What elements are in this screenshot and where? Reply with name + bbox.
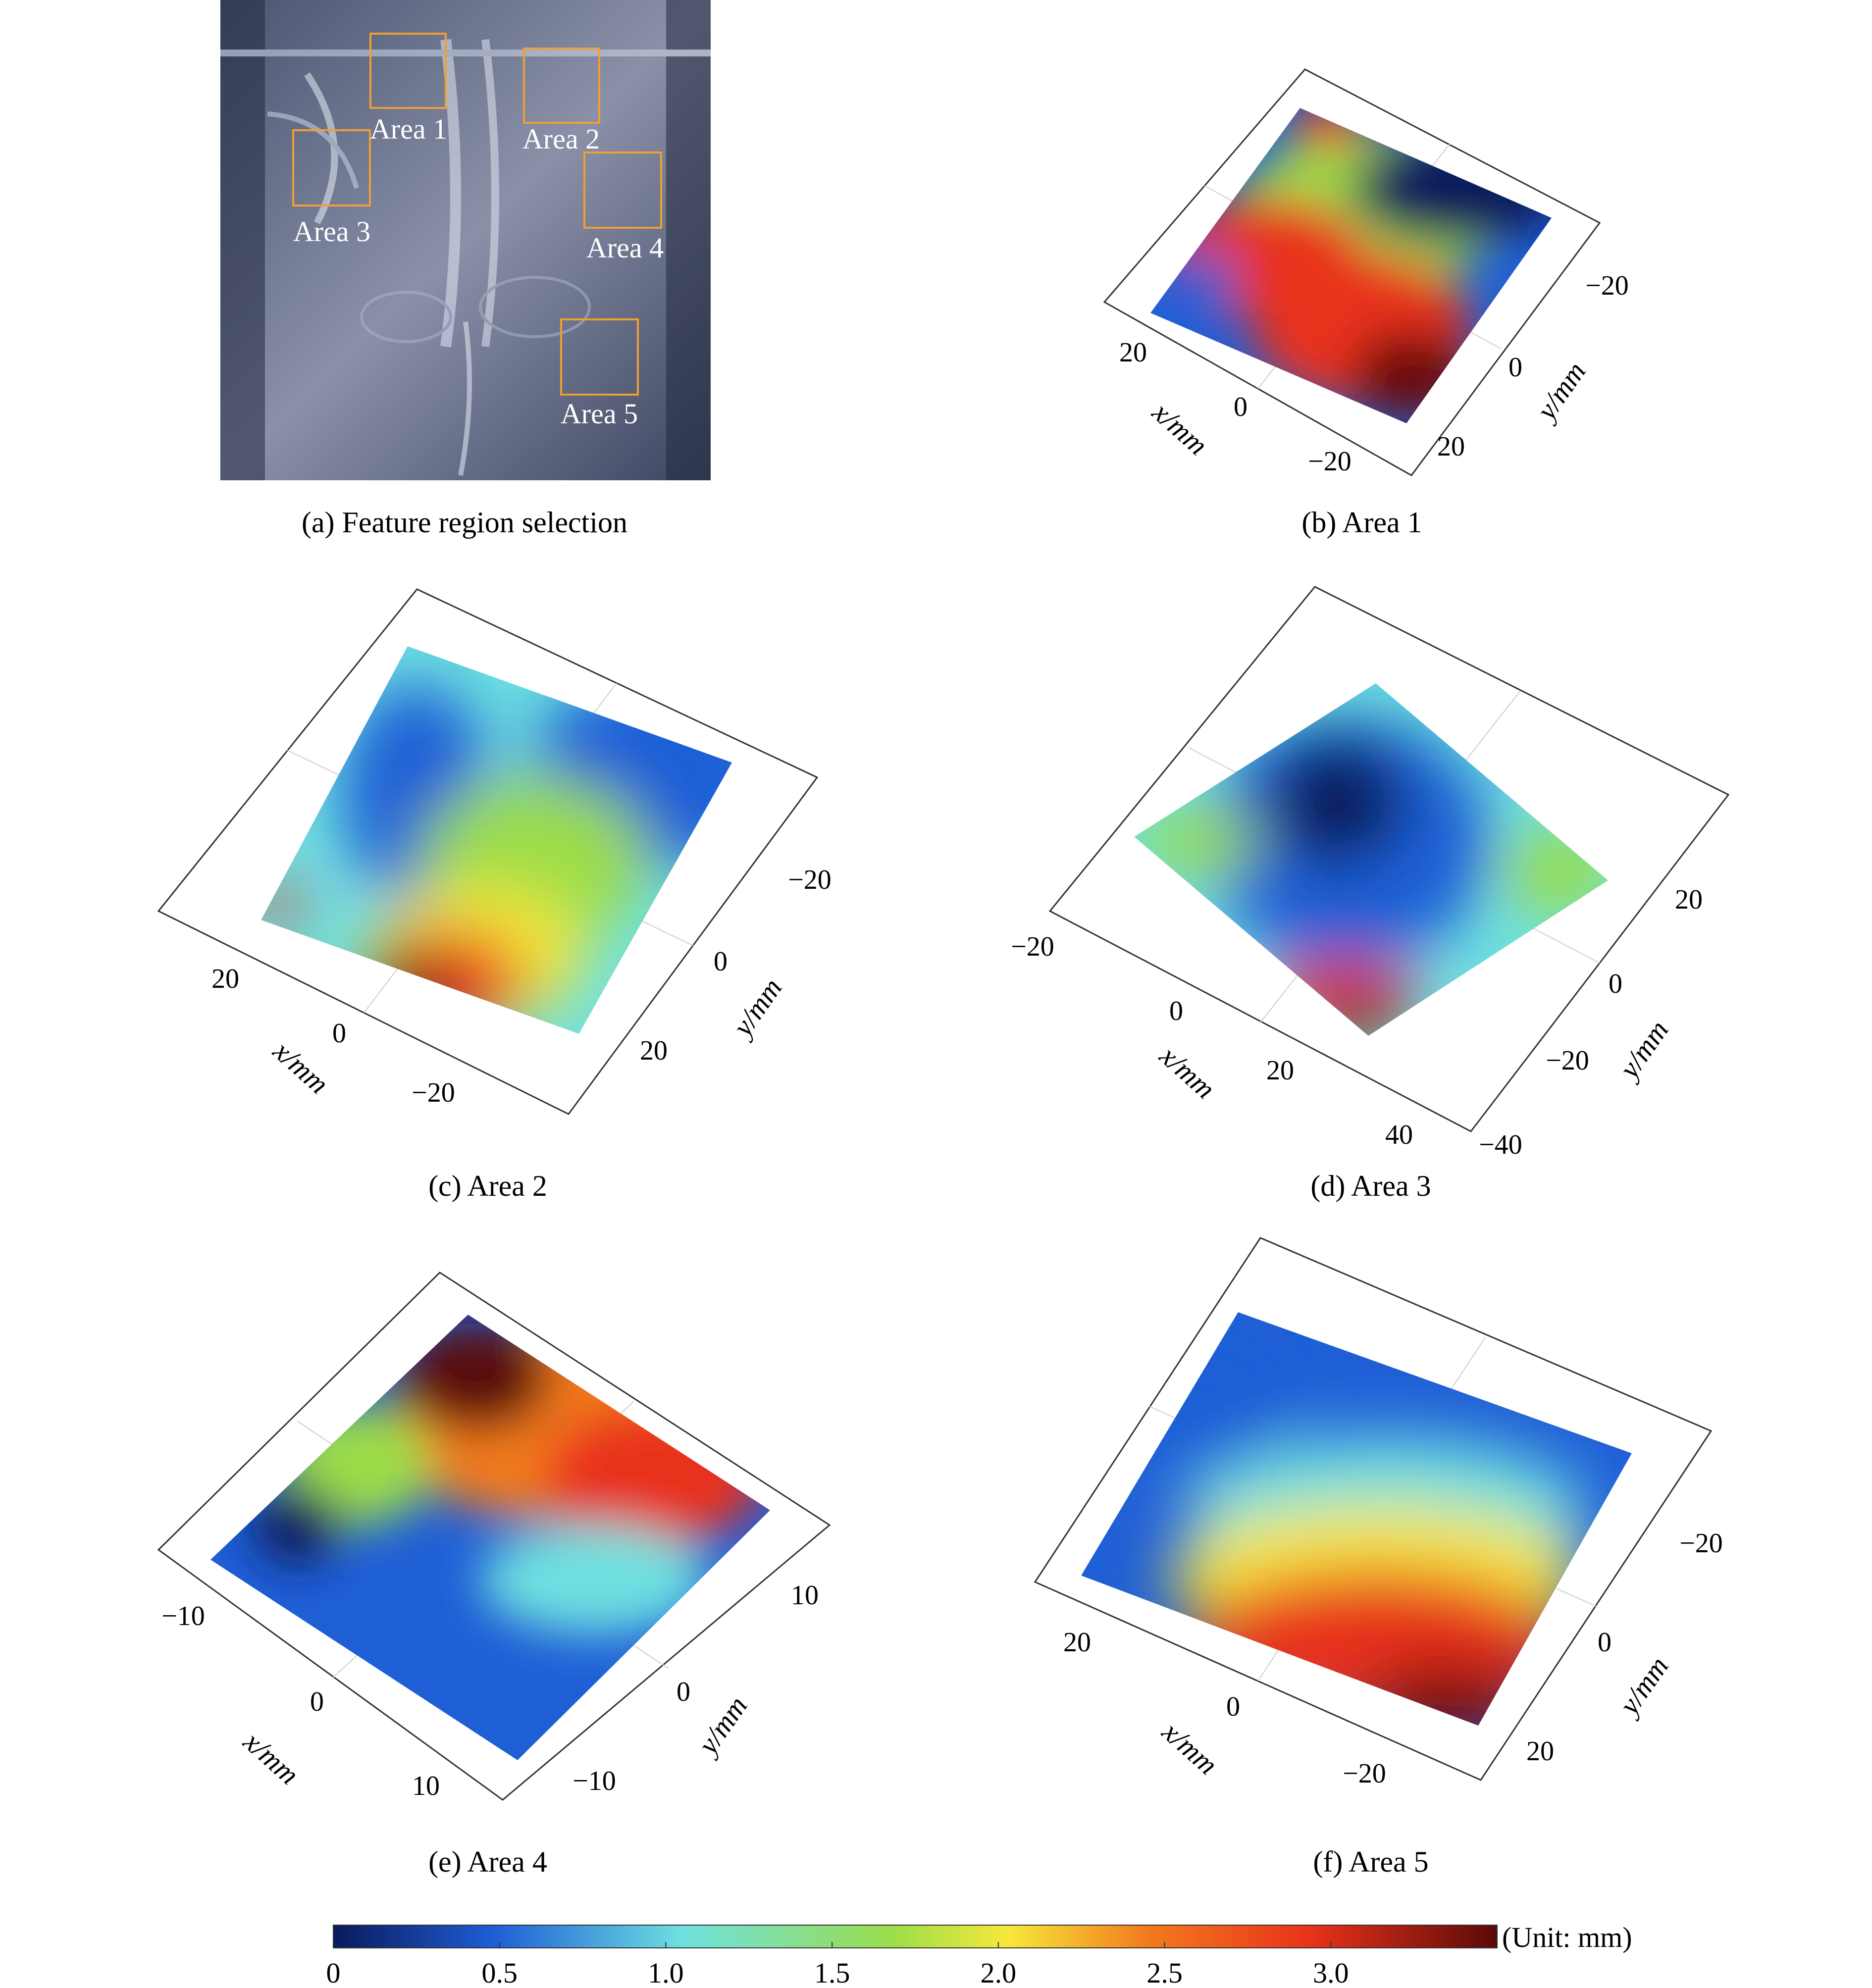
- tick-d-y-0: 20: [1675, 884, 1703, 915]
- panel-d: −20 0 20 40 20 0 −20 −40 x/mm y/mm (d) A…: [1011, 586, 1730, 1202]
- caption-f: (f) Area 5: [1313, 1845, 1428, 1878]
- roi-label-4: Area 4: [586, 232, 664, 264]
- tick-c-x-1: 0: [332, 1018, 346, 1049]
- tick-d-y-2: −20: [1546, 1045, 1589, 1076]
- panel-b: 20 0 −20 −20 0 20 x/mm y/mm (b) Area 1: [1103, 68, 1629, 539]
- colorbar-ticks: 0 0.5 1.0 1.5 2.0 2.5 3.0: [326, 1942, 1349, 1988]
- tick-b-y-1: 0: [1508, 352, 1522, 383]
- tick-d-x-0: −20: [1011, 931, 1054, 962]
- tick-e-y-0: 10: [791, 1580, 819, 1611]
- tick-f-x-1: 0: [1226, 1691, 1240, 1722]
- axis-label-c-x: x/mm: [267, 1034, 335, 1100]
- roi-label-3: Area 3: [293, 215, 370, 248]
- colorbar-tick-label: 3.0: [1313, 1957, 1349, 1988]
- tick-e-x-2: 10: [412, 1771, 440, 1801]
- axis-label-d-y: y/mm: [1612, 1015, 1675, 1086]
- axis-label-c-y: y/mm: [725, 972, 788, 1044]
- tick-c-x-2: −20: [412, 1077, 455, 1108]
- roi-box-2: [523, 48, 600, 124]
- surface-c: [261, 646, 732, 1034]
- tick-b-y-0: −20: [1585, 270, 1629, 301]
- caption-b: (b) Area 1: [1301, 506, 1422, 539]
- tick-e-y-1: 0: [676, 1677, 690, 1707]
- axis-box-b: [1103, 68, 1601, 476]
- tick-f-y-0: −20: [1679, 1528, 1723, 1559]
- panel-f: 20 0 −20 −20 0 20 x/mm y/mm (f) Area 5: [1034, 1237, 1723, 1878]
- roi-box-1: [369, 33, 447, 109]
- axis-label-f-y: y/mm: [1612, 1651, 1675, 1722]
- tick-d-x-2: 20: [1266, 1055, 1294, 1086]
- colorbar: (Unit: mm) 0 0.5 1.0 1.5 2.0 2.5 3.0: [326, 1921, 1632, 1988]
- tick-d-y-1: 0: [1609, 969, 1622, 999]
- flow-photo-texture: [220, 0, 711, 480]
- caption-d: (d) Area 3: [1310, 1170, 1431, 1202]
- tick-d-x-1: 0: [1169, 996, 1183, 1026]
- tick-b-x-2: −20: [1308, 446, 1352, 477]
- tick-f-y-2: 20: [1526, 1736, 1554, 1767]
- tick-f-y-1: 0: [1598, 1627, 1612, 1658]
- tick-d-x-3: 40: [1385, 1120, 1413, 1150]
- tick-c-x-0: 20: [211, 964, 239, 994]
- surface-b: [1150, 108, 1552, 423]
- axis-label-b-x: x/mm: [1146, 396, 1214, 461]
- tick-c-y-0: −20: [788, 865, 832, 895]
- axis-label-e-x: x/mm: [237, 1725, 306, 1791]
- colorbar-tick-label: 2.0: [981, 1957, 1017, 1988]
- tick-c-y-1: 0: [714, 946, 728, 977]
- tick-e-x-1: 0: [310, 1686, 324, 1717]
- axis-box-f: [1034, 1237, 1713, 1781]
- surface-d: [1134, 683, 1608, 1036]
- caption-c: (c) Area 2: [428, 1170, 547, 1202]
- axis-label-b-y: y/mm: [1529, 356, 1592, 427]
- panel-a: Area 1 Area 2 Area 3 Area 4 Area 5 (a) F…: [220, 0, 711, 539]
- tick-e-y-2: −10: [572, 1766, 616, 1796]
- tick-b-y-2: 20: [1437, 431, 1465, 462]
- tick-f-x-0: 20: [1063, 1627, 1091, 1658]
- colorbar-tick-label: 2.5: [1146, 1957, 1183, 1988]
- axis-label-f-x: x/mm: [1156, 1715, 1224, 1781]
- flow-photo: [220, 0, 711, 480]
- surface-f: [1081, 1312, 1632, 1726]
- colorbar-tick-label: 1.5: [814, 1957, 850, 1988]
- axis-box-c: [157, 588, 819, 1115]
- axis-label-d-x: x/mm: [1153, 1039, 1222, 1105]
- roi-box-5: [560, 318, 639, 396]
- tick-b-x-1: 0: [1234, 392, 1248, 422]
- caption-e: (e) Area 4: [428, 1845, 547, 1878]
- colorbar-tick-label: 0.5: [481, 1957, 518, 1988]
- tick-b-x-0: 20: [1119, 337, 1147, 368]
- roi-label-5: Area 5: [561, 398, 638, 430]
- panel-e: −10 0 10 10 0 −10 x/mm y/mm (e) Area 4: [157, 1272, 831, 1878]
- tick-c-y-2: 20: [640, 1035, 668, 1066]
- colorbar-tick-label: 0: [326, 1957, 341, 1988]
- axis-box-d: [1048, 586, 1730, 1132]
- roi-label-1: Area 1: [370, 113, 447, 145]
- roi-label-2: Area 2: [522, 123, 600, 155]
- colorbar-unit: (Unit: mm): [1502, 1921, 1632, 1953]
- colorbar-tick-label: 1.0: [648, 1957, 684, 1988]
- tick-e-x-0: −10: [161, 1601, 205, 1631]
- axis-label-e-y: y/mm: [690, 1690, 754, 1762]
- panel-c: 20 0 −20 −20 0 20 x/mm y/mm (c) Area 2: [157, 588, 832, 1202]
- colorbar-gradient: [333, 1925, 1498, 1948]
- caption-a: (a) Feature region selection: [302, 506, 627, 539]
- tick-d-y-3: −40: [1479, 1129, 1522, 1160]
- tick-f-x-2: −20: [1343, 1758, 1386, 1789]
- axis-box-e: [157, 1272, 831, 1801]
- roi-box-4: [583, 152, 662, 229]
- roi-box-3: [292, 129, 371, 206]
